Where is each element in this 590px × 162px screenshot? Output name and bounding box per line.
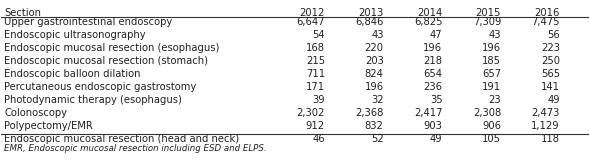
Text: 47: 47 xyxy=(430,30,442,40)
Text: 196: 196 xyxy=(423,43,442,53)
Text: Polypectomy/EMR: Polypectomy/EMR xyxy=(4,121,93,131)
Text: 218: 218 xyxy=(424,56,442,66)
Text: 54: 54 xyxy=(312,30,325,40)
Text: 903: 903 xyxy=(424,121,442,131)
Text: 43: 43 xyxy=(489,30,501,40)
Text: Photodynamic therapy (esophagus): Photodynamic therapy (esophagus) xyxy=(4,95,182,105)
Text: 215: 215 xyxy=(306,56,325,66)
Text: Colonoscopy: Colonoscopy xyxy=(4,108,67,118)
Text: Endoscopic ultrasonography: Endoscopic ultrasonography xyxy=(4,30,146,40)
Text: 6,647: 6,647 xyxy=(296,17,325,27)
Text: 118: 118 xyxy=(541,134,560,144)
Text: 46: 46 xyxy=(312,134,325,144)
Text: 1,129: 1,129 xyxy=(531,121,560,131)
Text: 39: 39 xyxy=(312,95,325,105)
Text: 196: 196 xyxy=(365,82,384,92)
Text: 6,825: 6,825 xyxy=(414,17,442,27)
Text: 2016: 2016 xyxy=(535,8,560,18)
Text: 7,309: 7,309 xyxy=(473,17,501,27)
Text: 2,308: 2,308 xyxy=(473,108,501,118)
Text: 56: 56 xyxy=(547,30,560,40)
Text: 196: 196 xyxy=(482,43,501,53)
Text: 52: 52 xyxy=(371,134,384,144)
Text: 250: 250 xyxy=(541,56,560,66)
Text: 832: 832 xyxy=(365,121,384,131)
Text: 141: 141 xyxy=(541,82,560,92)
Text: 236: 236 xyxy=(424,82,442,92)
Text: 2,417: 2,417 xyxy=(414,108,442,118)
Text: 43: 43 xyxy=(371,30,384,40)
Text: 2012: 2012 xyxy=(300,8,325,18)
Text: Endoscopic mucosal resection (head and neck): Endoscopic mucosal resection (head and n… xyxy=(4,134,240,144)
Text: 654: 654 xyxy=(424,69,442,79)
Text: 2015: 2015 xyxy=(476,8,501,18)
Text: 2,473: 2,473 xyxy=(532,108,560,118)
Text: 203: 203 xyxy=(365,56,384,66)
Text: 35: 35 xyxy=(430,95,442,105)
Text: Percutaneous endoscopic gastrostomy: Percutaneous endoscopic gastrostomy xyxy=(4,82,196,92)
Text: 171: 171 xyxy=(306,82,325,92)
Text: 912: 912 xyxy=(306,121,325,131)
Text: 2,368: 2,368 xyxy=(355,108,384,118)
Text: 2014: 2014 xyxy=(417,8,442,18)
Text: 220: 220 xyxy=(365,43,384,53)
Text: 49: 49 xyxy=(547,95,560,105)
Text: 906: 906 xyxy=(482,121,501,131)
Text: 2,302: 2,302 xyxy=(297,108,325,118)
Text: 191: 191 xyxy=(482,82,501,92)
Text: EMR, Endoscopic mucosal resection including ESD and ELPS.: EMR, Endoscopic mucosal resection includ… xyxy=(4,144,267,153)
Text: 824: 824 xyxy=(365,69,384,79)
Text: Upper gastrointestinal endoscopy: Upper gastrointestinal endoscopy xyxy=(4,17,172,27)
Text: 6,846: 6,846 xyxy=(355,17,384,27)
Text: 168: 168 xyxy=(306,43,325,53)
Text: Section: Section xyxy=(4,8,41,18)
Text: Endoscopic mucosal resection (esophagus): Endoscopic mucosal resection (esophagus) xyxy=(4,43,219,53)
Text: 2013: 2013 xyxy=(358,8,384,18)
Text: 32: 32 xyxy=(371,95,384,105)
Text: 185: 185 xyxy=(482,56,501,66)
Text: 657: 657 xyxy=(482,69,501,79)
Text: 7,475: 7,475 xyxy=(532,17,560,27)
Text: Endoscopic balloon dilation: Endoscopic balloon dilation xyxy=(4,69,141,79)
Text: 711: 711 xyxy=(306,69,325,79)
Text: 223: 223 xyxy=(541,43,560,53)
Text: Endoscopic mucosal resection (stomach): Endoscopic mucosal resection (stomach) xyxy=(4,56,208,66)
Text: 49: 49 xyxy=(430,134,442,144)
Text: 23: 23 xyxy=(489,95,501,105)
Text: 105: 105 xyxy=(482,134,501,144)
Text: 565: 565 xyxy=(540,69,560,79)
